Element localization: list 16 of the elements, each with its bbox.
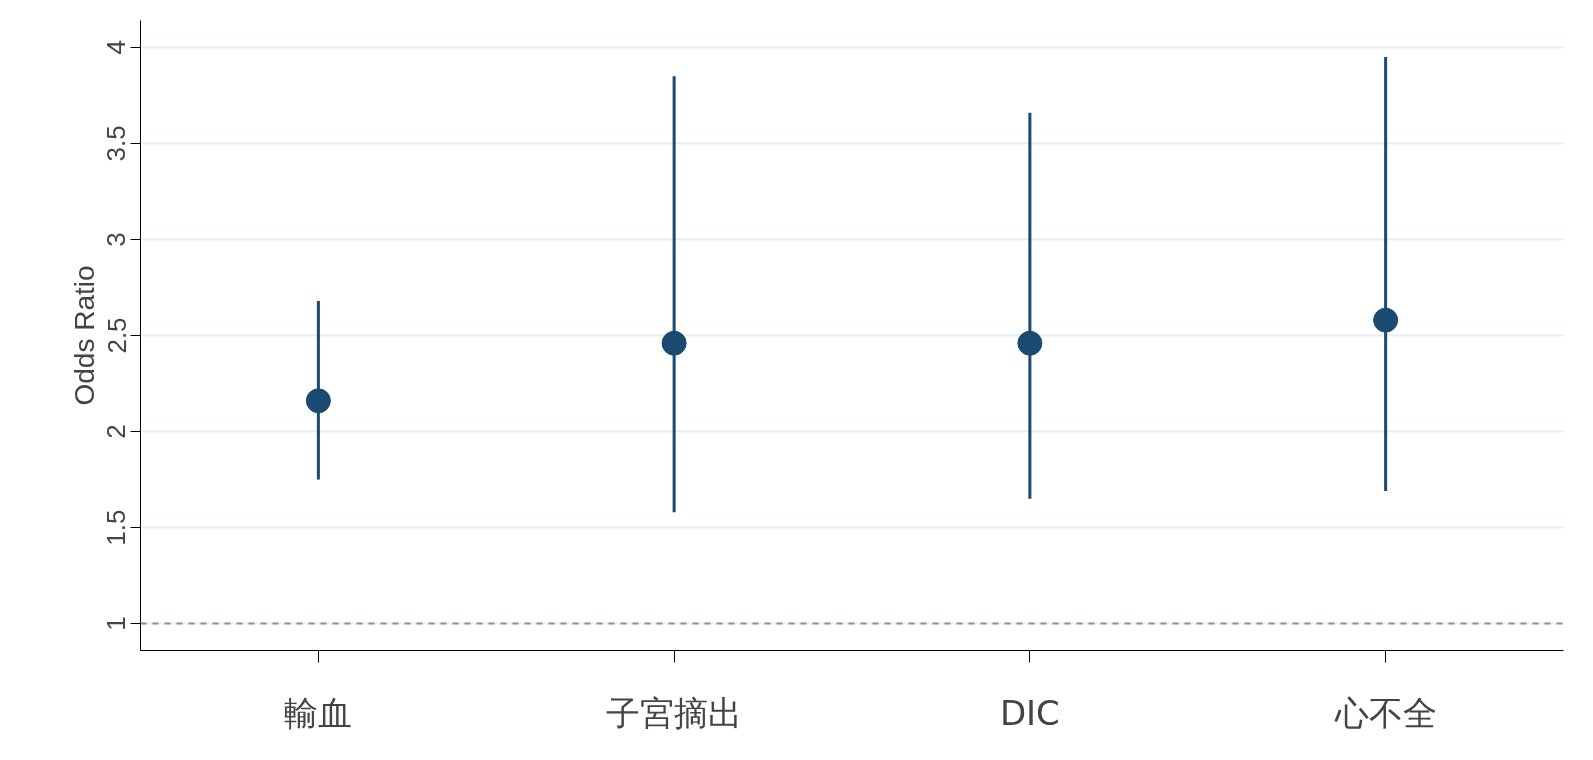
point (1017, 330, 1043, 356)
y-tick-label: 1.5 (101, 509, 132, 546)
y-tick-label: 1 (101, 616, 132, 631)
y-tick-label: 4 (101, 40, 132, 55)
y-tick-label: 3.5 (101, 125, 132, 162)
point (1373, 307, 1399, 333)
point (661, 330, 687, 356)
y-tick-label: 3 (101, 232, 132, 247)
x-tick-label: 輸血 (284, 692, 353, 733)
x-tick-label: 子宮摘出 (606, 692, 743, 733)
x-tick-label: DIC (999, 692, 1060, 733)
x-tick-label: 心不全 (1333, 692, 1437, 733)
y-axis-title: Odds Ratio (68, 265, 100, 406)
point (305, 388, 331, 414)
y-tick-label: 2 (101, 424, 132, 439)
y-tick-label: 2.5 (101, 317, 132, 354)
